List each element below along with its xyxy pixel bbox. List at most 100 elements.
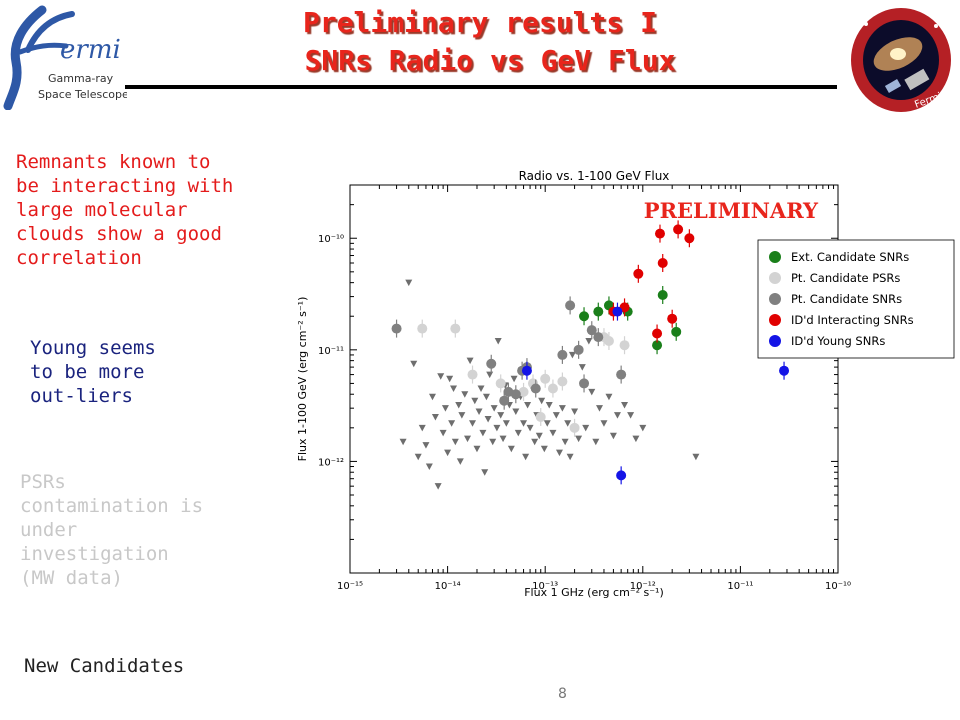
upper-limit-marker xyxy=(566,453,574,461)
x-tick-label: 10⁻¹¹ xyxy=(727,581,753,592)
upper-limit-marker xyxy=(545,402,553,409)
note-psrs-contamination: PSRs contamination is under investigatio… xyxy=(20,471,204,589)
pt-candidate-psr-point xyxy=(450,323,461,334)
pt-candidate-psr-point xyxy=(619,340,630,351)
legend-label: Ext. Candidate SNRs xyxy=(791,250,909,264)
note-young-outliers: Young seems to be more out-liers xyxy=(30,337,156,407)
upper-limit-marker xyxy=(605,393,613,401)
upper-limit-marker xyxy=(538,397,546,405)
upper-limit-marker xyxy=(399,438,407,446)
pt-candidate-psr-point xyxy=(557,376,568,387)
upper-limit-marker xyxy=(549,429,557,437)
upper-limit-marker xyxy=(522,453,530,461)
young-snr-point xyxy=(779,365,790,376)
x-tick-label: 10⁻¹³ xyxy=(532,581,558,592)
legend-label: Pt. Candidate SNRs xyxy=(791,292,902,306)
slide-title-line-2: SNRs Radio vs GeV Flux xyxy=(304,44,676,77)
upper-limit-marker xyxy=(458,412,466,419)
legend-label: ID'd Young SNRs xyxy=(791,334,885,348)
interacting-snr-point xyxy=(652,328,663,339)
legend-marker xyxy=(769,251,781,263)
upper-limit-marker xyxy=(473,445,481,453)
upper-limit-marker xyxy=(524,402,532,409)
upper-limit-marker xyxy=(451,438,459,446)
legend-marker xyxy=(769,272,781,284)
upper-limit-marker xyxy=(450,385,458,393)
pt-candidate-psr-point xyxy=(535,412,546,423)
title-underline xyxy=(125,85,837,89)
page-number: 8 xyxy=(558,686,567,702)
upper-limit-marker xyxy=(561,438,569,446)
upper-limit-marker xyxy=(621,402,629,409)
upper-limit-marker xyxy=(456,458,464,465)
interacting-snr-point xyxy=(684,233,695,244)
upper-limit-marker xyxy=(441,405,449,412)
ext-candidate-snr-point xyxy=(579,311,590,322)
upper-limit-marker xyxy=(609,432,617,440)
upper-limit-marker xyxy=(455,402,463,409)
upper-limit-marker xyxy=(639,424,647,432)
upper-limit-marker xyxy=(558,405,566,412)
upper-limit-marker xyxy=(466,357,474,365)
interacting-snr-point xyxy=(654,228,665,239)
upper-limit-marker xyxy=(520,420,528,427)
pt-candidate-psr-point xyxy=(603,335,614,346)
upper-limit-marker xyxy=(471,397,479,405)
pt-candidate-snr-point xyxy=(586,325,597,336)
pt-candidate-snr-point xyxy=(573,344,584,355)
upper-limit-marker xyxy=(564,420,572,427)
upper-limit-marker xyxy=(592,438,600,446)
pt-candidate-snr-point xyxy=(557,349,568,360)
x-tick-label: 10⁻¹⁰ xyxy=(825,581,851,592)
upper-limit-marker xyxy=(414,453,422,461)
x-tick-label: 10⁻¹⁴ xyxy=(435,581,461,592)
upper-limit-marker xyxy=(461,391,469,398)
chart-title: Radio vs. 1-100 GeV Flux xyxy=(519,169,670,183)
upper-limit-marker xyxy=(535,432,543,440)
pt-candidate-psr-point xyxy=(547,383,558,394)
upper-limit-marker xyxy=(489,438,497,446)
upper-limit-marker xyxy=(627,412,635,419)
upper-limit-marker xyxy=(479,429,487,437)
upper-limit-marker xyxy=(425,463,433,471)
x-tick-label: 10⁻¹⁵ xyxy=(337,581,363,592)
upper-limit-marker xyxy=(543,420,551,427)
ext-candidate-snr-point xyxy=(593,306,604,317)
upper-limit-marker xyxy=(531,438,539,446)
upper-limit-marker xyxy=(482,393,490,401)
pt-candidate-snr-point xyxy=(616,369,627,380)
fermi-logo: ermi Gamma-ray Space Telescope xyxy=(2,2,129,111)
upper-limit-marker xyxy=(526,424,534,432)
ext-candidate-snr-point xyxy=(671,326,682,337)
upper-limit-marker xyxy=(481,469,489,476)
upper-limit-marker xyxy=(540,445,548,453)
upper-limit-marker xyxy=(502,420,510,427)
upper-limit-marker xyxy=(437,373,445,380)
x-axis-label: Flux 1 GHz (erg cm⁻² s⁻¹) xyxy=(524,586,664,599)
note-molecular-clouds: Remnants known to be interacting with la… xyxy=(16,151,234,269)
y-tick-label: 10⁻¹² xyxy=(318,457,344,468)
legend-label: ID'd Interacting SNRs xyxy=(791,313,914,327)
upper-limit-marker xyxy=(578,364,586,371)
upper-limit-marker xyxy=(494,337,502,345)
pt-candidate-psr-point xyxy=(518,386,529,397)
upper-limit-marker xyxy=(588,388,596,396)
note-new-candidates: New Candidates xyxy=(24,655,185,677)
upper-limit-marker xyxy=(582,424,590,432)
interacting-snr-point xyxy=(657,257,668,268)
pt-candidate-snr-point xyxy=(499,395,510,406)
upper-limit-marker xyxy=(512,408,520,416)
logo-subtitle-1: Gamma-ray xyxy=(48,72,114,85)
pt-candidate-snr-point xyxy=(530,383,541,394)
pt-candidate-psr-point xyxy=(569,422,580,433)
upper-limit-marker xyxy=(418,424,426,432)
upper-limit-marker xyxy=(571,408,579,416)
upper-limit-marker xyxy=(448,420,456,427)
pt-candidate-snr-point xyxy=(579,378,590,389)
upper-limit-marker xyxy=(555,449,563,457)
upper-limit-marker xyxy=(507,445,515,453)
upper-limit-marker xyxy=(428,393,436,401)
plot-area xyxy=(349,184,839,574)
interacting-snr-point xyxy=(673,224,684,235)
upper-limit-marker xyxy=(486,371,494,379)
